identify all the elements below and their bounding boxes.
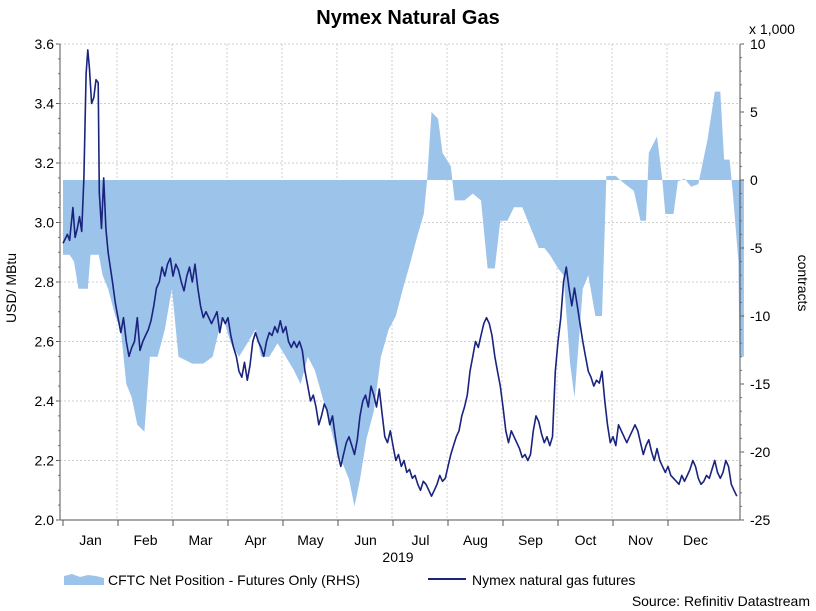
right-tick-label: -20 [750, 444, 770, 460]
source-note: Source: Refinitiv Datastream [632, 593, 810, 609]
left-tick-label: 2.2 [35, 453, 55, 469]
x-tick-label-sep: Sep [518, 532, 543, 548]
nymex-futures-line [62, 49, 738, 497]
x-tick-label-aug: Aug [463, 532, 488, 548]
x-tick-label-feb: Feb [133, 532, 157, 548]
x-tick-label-jan: Jan [79, 532, 102, 548]
cftc-area-layer [63, 91, 744, 507]
left-tick-label: 3.6 [35, 36, 55, 52]
axis-labels: 2.0 2.2 2.4 2.6 2.8 3.0 3.2 3.4 3.6 -25 -20 -15 -10 -… [35, 36, 771, 548]
left-tick-label: 3.2 [35, 155, 55, 171]
right-axis-multiplier: x 1,000 [749, 21, 795, 37]
x-tick-label-may: May [297, 532, 323, 548]
left-tick-label: 2.6 [35, 334, 55, 350]
x-tick-label-jun: Jun [354, 532, 377, 548]
left-tick-label: 2.8 [35, 274, 55, 290]
x-tick-label-dec: Dec [683, 532, 708, 548]
futures-line-layer [62, 49, 738, 497]
cftc-net-position-area [63, 91, 744, 507]
x-tick-label-oct: Oct [575, 532, 597, 548]
right-axis-label: contracts [795, 255, 811, 312]
legend: CFTC Net Position - Futures Only (RHS) N… [64, 572, 635, 588]
x-tick-label-apr: Apr [245, 532, 267, 548]
x-tick-label-nov: Nov [628, 532, 653, 548]
right-tick-label: -10 [750, 308, 770, 324]
left-tick-label: 3.4 [35, 96, 55, 112]
left-tick-label: 2.0 [35, 512, 55, 528]
x-tick-label-jul: Jul [412, 532, 430, 548]
x-axis-year-label: 2019 [382, 549, 413, 565]
chart-title: Nymex Natural Gas [316, 7, 499, 29]
right-tick-label: -5 [750, 240, 763, 256]
right-tick-label: -15 [750, 376, 770, 392]
right-tick-label: 0 [750, 172, 758, 188]
legend-area-label: CFTC Net Position - Futures Only (RHS) [108, 572, 360, 588]
left-tick-label: 2.4 [35, 393, 55, 409]
left-tick-label: 3.0 [35, 215, 55, 231]
x-tick-label-mar: Mar [188, 532, 212, 548]
right-tick-label: 10 [750, 36, 766, 52]
left-axis-label: USD/ MBtu [3, 253, 19, 323]
right-tick-label: 5 [750, 104, 758, 120]
axes [56, 43, 744, 526]
legend-area-swatch [64, 574, 104, 585]
legend-line-label: Nymex natural gas futures [472, 572, 635, 588]
right-tick-label: -25 [750, 512, 770, 528]
